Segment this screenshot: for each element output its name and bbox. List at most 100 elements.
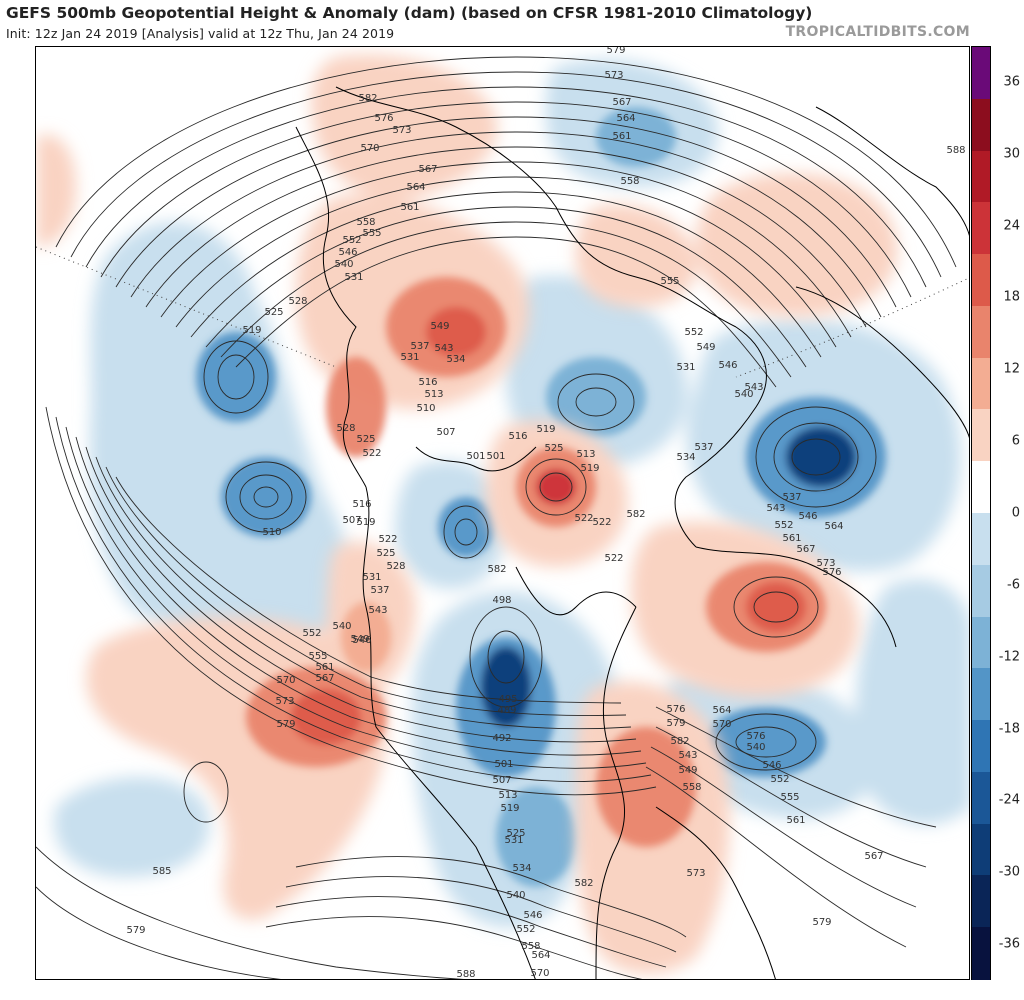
contour-label: 567 bbox=[796, 544, 815, 555]
colorbar-tick-label: 30 bbox=[1003, 146, 1020, 162]
colorbar-tick-label: 0 bbox=[1011, 505, 1020, 521]
reference-latitudes bbox=[36, 246, 969, 378]
contour-label: 540 bbox=[334, 259, 353, 270]
contour-label: 552 bbox=[774, 520, 793, 531]
colorbar-segment bbox=[972, 875, 990, 928]
contour-label: 525 bbox=[376, 548, 395, 559]
contour-label: 531 bbox=[344, 272, 363, 283]
contour-label: 501 bbox=[494, 759, 513, 770]
contour-label: 558 bbox=[356, 217, 375, 228]
colorbar-tick-label: 18 bbox=[1003, 289, 1020, 305]
contour-label: 585 bbox=[152, 866, 171, 877]
contour-label: 546 bbox=[352, 635, 371, 646]
contour-label: 576 bbox=[822, 567, 841, 578]
colorbar-segment bbox=[972, 513, 990, 566]
contour-label: 516 bbox=[418, 377, 437, 388]
contour-label: 525 bbox=[356, 434, 375, 445]
contour-label: 558 bbox=[521, 941, 540, 952]
colorbar-segment bbox=[972, 564, 990, 618]
colorbar-segment bbox=[972, 305, 990, 359]
colorbar-segment bbox=[972, 927, 990, 980]
contour-label: 561 bbox=[400, 202, 419, 213]
colorbar-segment bbox=[972, 720, 990, 773]
contour-label: 525 bbox=[506, 828, 525, 839]
contour-label: 576 bbox=[746, 731, 765, 742]
contour-label: 558 bbox=[682, 782, 701, 793]
contour-label: 588 bbox=[946, 145, 965, 156]
contour-label: 519 bbox=[356, 517, 375, 528]
contour-label: 519 bbox=[536, 424, 555, 435]
contour-label: 579 bbox=[812, 917, 831, 928]
colorbar-labels: 36 30 24 18 12 6 0 -6 -12 -18 -24 -30 -36 bbox=[994, 46, 1024, 980]
contour-label: 528 bbox=[386, 561, 405, 572]
contour-label: 531 bbox=[504, 835, 523, 846]
contour-label: 582 bbox=[626, 509, 645, 520]
contour-label: 561 bbox=[782, 533, 801, 544]
colorbar-segment bbox=[972, 254, 990, 307]
contour-label: 522 bbox=[574, 513, 593, 524]
colorbar-segment bbox=[972, 771, 990, 825]
contour-label: 522 bbox=[592, 517, 611, 528]
contour-label: 540 bbox=[746, 742, 765, 753]
contour-label: 519 bbox=[500, 803, 519, 814]
colorbar-segment bbox=[972, 357, 990, 411]
contour-label: 513 bbox=[424, 389, 443, 400]
contour-label: 552 bbox=[302, 628, 321, 639]
negative-anomaly-core bbox=[196, 107, 886, 887]
contour-label: 534 bbox=[676, 452, 695, 463]
contour-label: 582 bbox=[358, 93, 377, 104]
contour-label: 552 bbox=[516, 924, 535, 935]
contour-label: 498 bbox=[492, 595, 511, 606]
contour-label: 573 bbox=[686, 868, 705, 879]
contour-label: 507 bbox=[436, 427, 455, 438]
contour-label: 576 bbox=[374, 113, 393, 124]
contour-label: 531 bbox=[400, 352, 419, 363]
colorbar-segment bbox=[972, 98, 990, 152]
contour-label: 543 bbox=[368, 605, 387, 616]
contour-label: 582 bbox=[487, 564, 506, 575]
contour-label: 564 bbox=[712, 705, 731, 716]
contour-label: 564 bbox=[824, 521, 843, 532]
contour-label: 549 bbox=[430, 321, 449, 332]
contour-label: 540 bbox=[332, 621, 351, 632]
contour-label: 552 bbox=[684, 327, 703, 338]
contour-label: 546 bbox=[798, 511, 817, 522]
contour-label: 555 bbox=[308, 651, 327, 662]
colorbar-tick-label: 24 bbox=[1003, 218, 1020, 234]
contour-label: 564 bbox=[406, 182, 425, 193]
contour-label: 561 bbox=[612, 131, 631, 142]
contour-label: 534 bbox=[512, 863, 531, 874]
map-panel: 579 573 567 564 561 558 588 582 576 573 570 567 564 5… bbox=[35, 46, 970, 980]
colorbar-segment bbox=[972, 150, 990, 203]
contour-label: 543 bbox=[678, 750, 697, 761]
contour-label: 567 bbox=[612, 97, 631, 108]
source-credit: TROPICALTIDBITS.COM bbox=[785, 24, 970, 40]
coastlines bbox=[295, 86, 969, 979]
contour-label: 519 bbox=[242, 325, 261, 336]
colorbar-tick-label: 6 bbox=[1011, 433, 1020, 449]
contour-label: 570 bbox=[360, 143, 379, 154]
chart-title: GEFS 500mb Geopotential Height & Anomaly… bbox=[6, 4, 813, 22]
contour-label: 579 bbox=[276, 719, 295, 730]
contour-label: 555 bbox=[780, 792, 799, 803]
contour-label: 531 bbox=[676, 362, 695, 373]
contour-label: 579 bbox=[666, 718, 685, 729]
colorbar-tick-label: -36 bbox=[998, 936, 1020, 952]
contour-label: 588 bbox=[456, 969, 475, 980]
contour-label: 570 bbox=[712, 719, 731, 730]
contour-label: 558 bbox=[620, 176, 639, 187]
contour-label: 543 bbox=[434, 343, 453, 354]
colorbar-segment bbox=[972, 461, 990, 514]
colorbar-segment bbox=[972, 47, 990, 100]
contour-label: 537 bbox=[370, 585, 389, 596]
contour-label: 561 bbox=[315, 662, 334, 673]
colorbar-tick-label: -24 bbox=[998, 792, 1020, 808]
contour-label: 531 bbox=[362, 572, 381, 583]
colorbar-segment bbox=[972, 668, 990, 721]
contour-label: 582 bbox=[670, 736, 689, 747]
contour-label: 564 bbox=[616, 113, 635, 124]
contour-label: 573 bbox=[392, 125, 411, 136]
contour-label: 546 bbox=[338, 247, 357, 258]
contour-label: 501 bbox=[466, 451, 485, 462]
contour-label: 537 bbox=[694, 442, 713, 453]
